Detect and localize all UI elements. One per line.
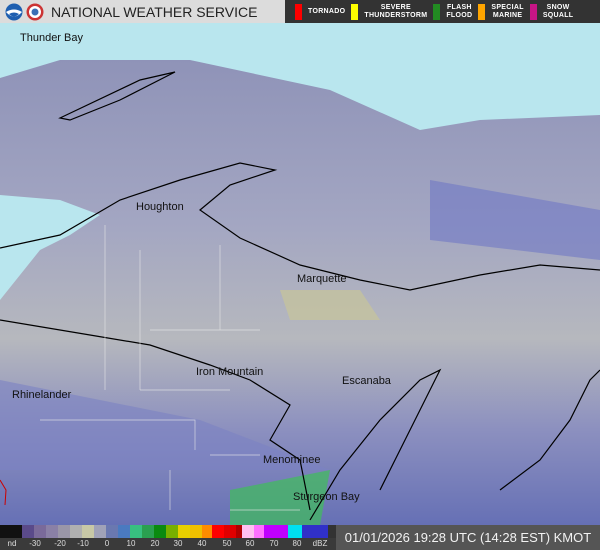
- tick-label: -10: [77, 539, 89, 548]
- warning-item: TORNADO: [295, 3, 346, 20]
- color-scale-swatch: [0, 525, 22, 538]
- color-scale-swatch: [70, 525, 82, 538]
- color-scale-swatch: [254, 525, 264, 538]
- city-label: Houghton: [136, 201, 184, 213]
- warning-swatch: [351, 3, 359, 20]
- tick-label: 20: [150, 539, 160, 548]
- color-scale-swatch: [224, 525, 236, 538]
- tick-label: dBZ: [312, 539, 328, 548]
- warning-label: FLASH FLOOD: [446, 3, 473, 19]
- color-scale-swatch: [82, 525, 94, 538]
- tick-label: nd: [7, 539, 17, 548]
- tick-label: 40: [197, 539, 207, 548]
- color-scale-swatch: [236, 525, 242, 538]
- color-scale-swatch: [202, 525, 212, 538]
- tick-label: 70: [269, 539, 279, 548]
- warning-swatch: [529, 3, 537, 20]
- warning-item: SPECIAL MARINE: [478, 3, 524, 20]
- warning-swatch: [295, 3, 302, 20]
- tick-label: 0: [104, 539, 110, 548]
- tick-label: -20: [54, 539, 66, 548]
- city-label: Thunder Bay: [20, 32, 83, 44]
- tick-label: -30: [29, 539, 41, 548]
- color-scale-swatch: [178, 525, 190, 538]
- warning-swatch: [433, 3, 441, 20]
- color-scale-swatch: [288, 525, 302, 538]
- color-scale-swatch: [212, 525, 224, 538]
- color-scale-swatch: [130, 525, 142, 538]
- city-label: Menominee: [263, 454, 321, 466]
- warning-item: SNOW SQUALL: [529, 3, 574, 20]
- warning-label: SPECIAL MARINE: [491, 3, 524, 19]
- color-scale: [0, 525, 336, 538]
- city-label: Rhinelander: [12, 389, 72, 401]
- warning-swatch: [478, 3, 486, 20]
- nws-logo-icon: [26, 3, 44, 20]
- color-scale-swatch: [118, 525, 130, 538]
- color-scale-swatch: [46, 525, 58, 538]
- color-scale-swatch: [302, 525, 328, 538]
- reflectivity-legend: nd -30 -20 -10 0 10 20 30 40 50 60 70 80 dBZ 01/01/20…: [0, 525, 600, 550]
- color-scale-swatch: [142, 525, 154, 538]
- tick-label: 80: [292, 539, 302, 548]
- color-scale-swatch: [34, 525, 46, 538]
- color-scale-swatch: [154, 525, 166, 538]
- radar-image: [0, 60, 600, 525]
- city-label: Sturgeon Bay: [293, 491, 360, 503]
- warning-item: SEVERE THUNDERSTORM: [351, 3, 428, 20]
- city-label: Iron Mountain: [196, 366, 264, 378]
- color-scale-swatch: [166, 525, 178, 538]
- header-title: NATIONAL WEATHER SERVICE: [51, 3, 258, 20]
- color-scale-swatch: [106, 525, 118, 538]
- color-scale-swatch: [94, 525, 106, 538]
- warning-label: TORNADO: [308, 7, 346, 15]
- color-scale-swatch: [264, 525, 288, 538]
- timestamp: 01/01/2026 19:28 UTC (14:28 EST) KMOT: [336, 525, 600, 550]
- warning-item: FLASH FLOOD: [433, 3, 473, 20]
- radar-map[interactable]: Thunder Bay Houghton Marquette Iron Moun…: [0, 23, 600, 525]
- noaa-logo-icon: [5, 3, 23, 20]
- color-scale-swatch: [190, 525, 202, 538]
- warning-label: SEVERE THUNDERSTORM: [364, 3, 428, 19]
- color-scale-swatch: [242, 525, 254, 538]
- warning-legend: TORNADO SEVERE THUNDERSTORM FLASH FLOOD SPECI…: [285, 0, 600, 23]
- warning-label: SNOW SQUALL: [542, 3, 574, 19]
- color-scale-swatch: [22, 525, 34, 538]
- brand: NATIONAL WEATHER SERVICE: [0, 0, 285, 23]
- tick-label: 60: [245, 539, 255, 548]
- header: NATIONAL WEATHER SERVICE TORNADO SEVERE TH…: [0, 0, 600, 23]
- tick-label: 50: [222, 539, 232, 548]
- color-scale-swatch: [58, 525, 70, 538]
- tick-label: 30: [173, 539, 183, 548]
- city-label: Escanaba: [342, 375, 391, 387]
- tick-label: 10: [126, 539, 136, 548]
- color-scale-ticks: nd -30 -20 -10 0 10 20 30 40 50 60 70 80 dBZ: [0, 538, 336, 550]
- city-label: Marquette: [297, 273, 347, 285]
